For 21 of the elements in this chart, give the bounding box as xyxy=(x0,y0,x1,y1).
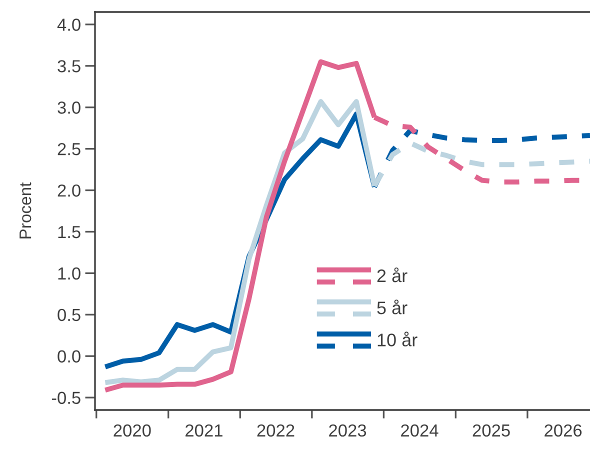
y-tick-label: 4.0 xyxy=(57,18,80,31)
x-tick-label: 2022 xyxy=(257,424,294,437)
y-tick-label: 0.0 xyxy=(58,350,80,363)
x-tick-label: 2020 xyxy=(114,424,151,437)
x-tick-label: 2024 xyxy=(401,424,438,437)
y-tick-label: -0.5 xyxy=(52,392,80,404)
y-tick-label: 3.5 xyxy=(58,60,80,72)
y-tick-label: 1.0 xyxy=(58,267,80,280)
y-tick-label: 1.5 xyxy=(58,226,80,238)
x-tick-label: 2023 xyxy=(329,424,366,437)
x-tick-label: 2026 xyxy=(544,424,582,437)
x-tick-label: 2025 xyxy=(472,424,510,437)
y-tick-label: 0.5 xyxy=(58,308,80,322)
y-axis-title: Procent xyxy=(20,182,32,238)
y-tick-label: 2.0 xyxy=(58,184,80,197)
x-tick-label: 2021 xyxy=(186,424,222,437)
legend-label: 2 år xyxy=(377,267,408,282)
y-tick-label: 3.0 xyxy=(58,102,80,114)
legend-label: 10 år xyxy=(378,332,418,346)
y-tick-label: 2.5 xyxy=(58,142,80,156)
legend-label: 5 år xyxy=(377,300,408,314)
